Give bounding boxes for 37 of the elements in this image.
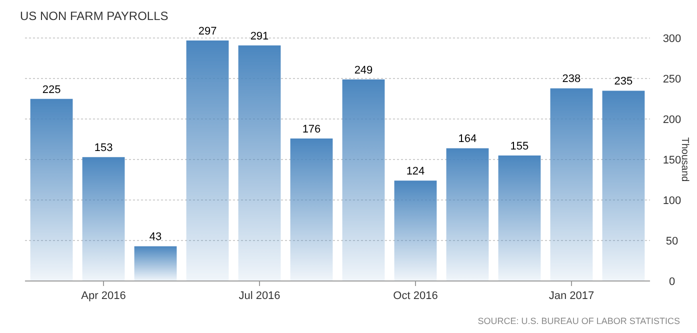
- x-tick-label: Apr 2016: [81, 290, 126, 302]
- y-tick-label: 0: [668, 276, 676, 288]
- chart-title: US NON FARM PAYROLLS: [20, 9, 168, 23]
- x-tick-label: Jul 2016: [238, 290, 280, 302]
- bar: [238, 45, 281, 281]
- bar: [30, 98, 73, 281]
- bar: [82, 157, 125, 281]
- y-tick-label: 100: [662, 195, 682, 207]
- y-tick-label: 50: [666, 236, 678, 248]
- data-label: 43: [149, 231, 162, 244]
- data-label: 238: [562, 73, 581, 86]
- x-tick-label: Jan 2017: [548, 290, 594, 302]
- data-label: 297: [198, 25, 217, 38]
- x-tick-label: Oct 2016: [393, 290, 438, 302]
- data-label: 225: [42, 84, 61, 96]
- source-note: SOURCE: U.S. BUREAU OF LABOR STATISTICS: [478, 316, 680, 326]
- y-tick-label: 200: [662, 114, 682, 126]
- data-label: 291: [250, 30, 269, 42]
- data-label: 155: [510, 140, 529, 152]
- data-label: 164: [458, 133, 477, 146]
- bar: [342, 79, 385, 281]
- bar: [446, 148, 489, 281]
- y-tick-label: 150: [662, 154, 682, 166]
- bar: [602, 90, 645, 281]
- data-label: 235: [614, 76, 633, 88]
- bar: [498, 155, 541, 281]
- bar: [290, 138, 333, 281]
- y-tick-label: 300: [662, 33, 682, 45]
- data-label: 153: [94, 142, 113, 154]
- data-label: 124: [406, 166, 425, 178]
- bar: [186, 40, 229, 281]
- data-label: 249: [354, 64, 373, 76]
- bar: [394, 180, 437, 281]
- bar: [134, 246, 177, 281]
- bar: [550, 88, 593, 281]
- y-tick-label: 250: [662, 74, 682, 86]
- data-label: 176: [302, 123, 321, 136]
